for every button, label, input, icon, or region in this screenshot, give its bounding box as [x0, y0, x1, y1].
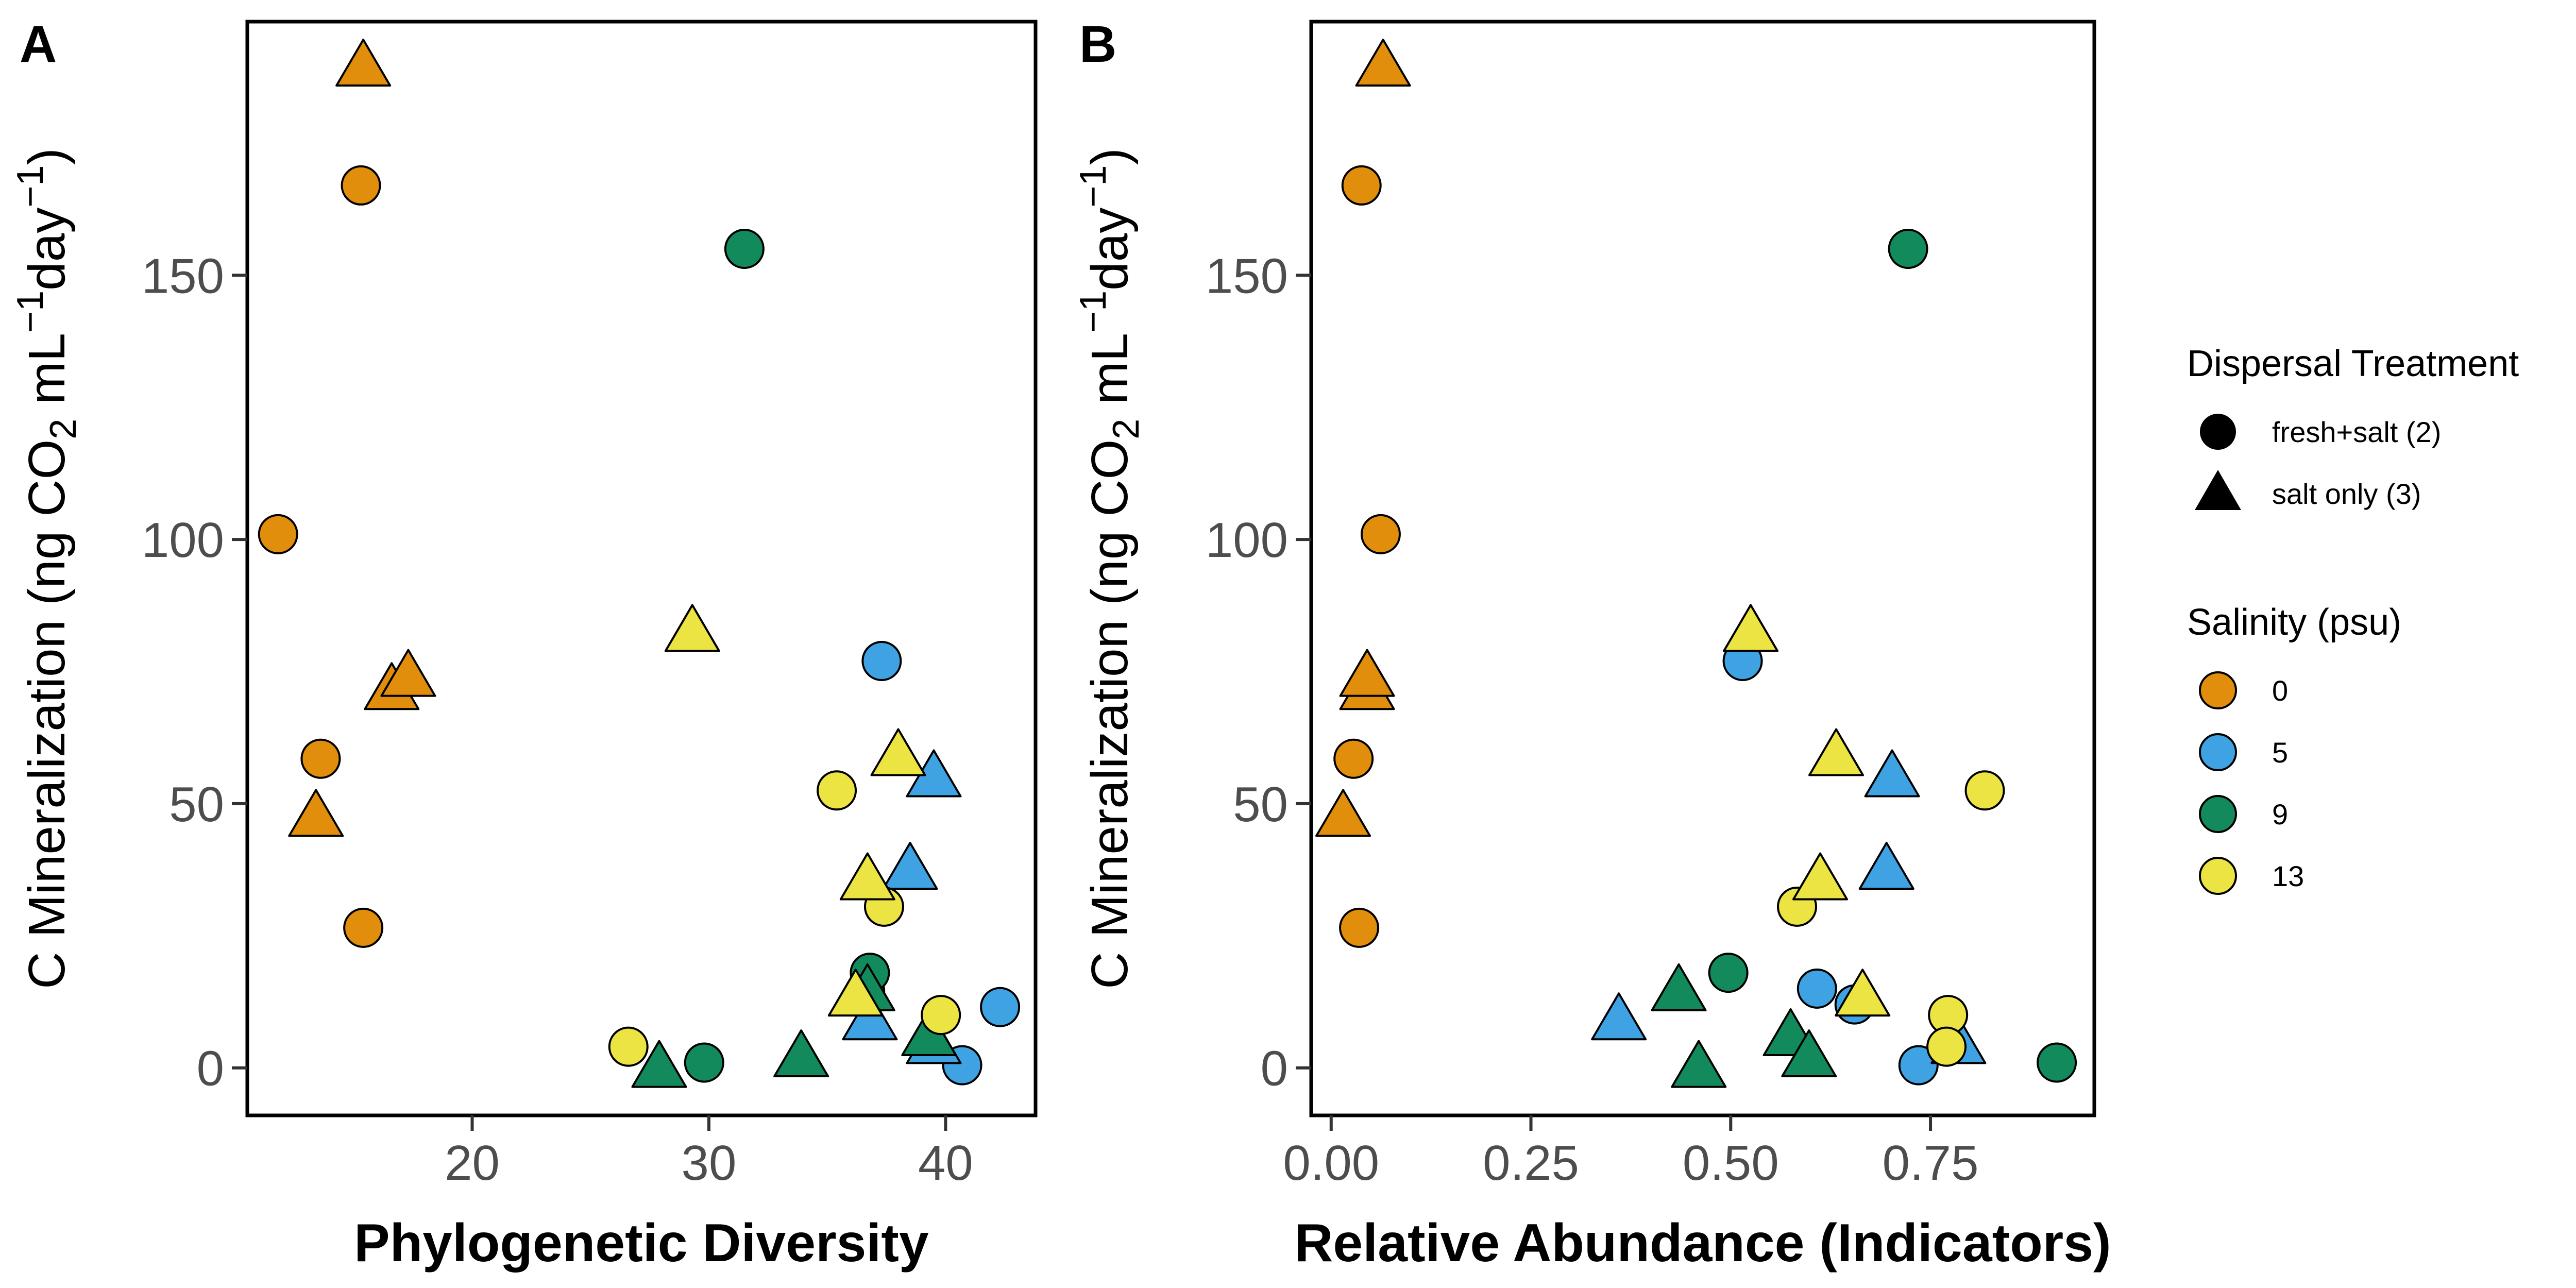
data-point-circle [1797, 968, 1837, 1009]
legend-swatch-salinity-5 [2199, 733, 2237, 771]
data-point-triangle [1723, 604, 1779, 652]
legend-shape-label-salt-only: salt only (3) [2272, 478, 2421, 510]
legend-swatch-salinity-9 [2199, 795, 2237, 833]
data-point-triangle [1864, 749, 1920, 798]
plot-frame-a [245, 20, 1038, 1117]
y-tick-label-a: 100 [142, 513, 224, 568]
data-point-circle [980, 987, 1021, 1027]
legend-label-salinity-5: 5 [2272, 736, 2288, 769]
data-point-circle [1360, 514, 1401, 554]
data-point-triangle [839, 852, 895, 901]
data-point-triangle [1671, 1040, 1727, 1088]
y-axis-title-a: C Mineralization (ng CO2 mL−1day−1) [10, 148, 84, 989]
y-tick-label-b: 0 [1261, 1041, 1288, 1096]
panel-letter-b: B [1079, 15, 1116, 73]
data-point-triangle [882, 841, 938, 890]
legend-triangle-marker [2195, 470, 2241, 510]
panel-b: B 0 50 100 150 0.00 0.25 0.50 0.75 Relative Abund… [1073, 15, 2111, 1273]
data-point-triangle [773, 1029, 829, 1078]
legend-circle-marker [2200, 414, 2236, 450]
data-point-triangle [1858, 841, 1914, 890]
data-point-circle [1341, 165, 1382, 206]
data-point-triangle [288, 789, 344, 837]
legend-label-salinity-0: 0 [2272, 674, 2288, 707]
legend-shape-title: Dispersal Treatment [2187, 343, 2519, 384]
data-point-circle [300, 738, 341, 779]
panel-a: A 0 50 100 150 20 30 40 Phylogenetic Diversity C … [10, 15, 1038, 1273]
legend-swatch-salinity-0 [2199, 671, 2237, 709]
data-point-circle [684, 1042, 724, 1083]
data-point-circle [817, 770, 857, 811]
data-point-circle [1333, 738, 1374, 779]
data-point-triangle [870, 728, 926, 776]
data-point-circle [1888, 229, 1928, 269]
y-tick-label-b: 50 [1233, 777, 1288, 832]
data-point-triangle [1835, 969, 1891, 1017]
data-point-circle [2037, 1042, 2077, 1083]
data-point-triangle [631, 1040, 687, 1088]
y-axis-title-b: C Mineralization (ng CO2 mL−1day−1) [1073, 148, 1147, 989]
y-tick-label-a: 150 [142, 248, 224, 303]
data-point-circle [1898, 1045, 1939, 1086]
y-tick-label-a: 50 [169, 777, 224, 832]
legend-label-salinity-9: 9 [2272, 798, 2288, 831]
data-point-circle [258, 514, 298, 554]
legend-color-title: Salinity (psu) [2187, 602, 2401, 643]
data-point-triangle [1315, 789, 1371, 837]
data-point-triangle [1808, 728, 1865, 776]
data-point-circle [861, 640, 902, 681]
x-tick-label-a: 40 [918, 1136, 973, 1191]
x-tick-label-b: 0.75 [1883, 1136, 1979, 1191]
data-point-triangle [1781, 1029, 1837, 1078]
x-tick-label-b: 0.00 [1283, 1136, 1379, 1191]
panel-letter-a: A [20, 15, 57, 73]
x-tick-label-b: 0.25 [1483, 1136, 1579, 1191]
x-axis-title-b: Relative Abundance (Indicators) [1294, 1213, 2111, 1273]
data-point-triangle [827, 969, 884, 1017]
data-point-triangle [1651, 963, 1707, 1011]
data-point-triangle [1591, 992, 1647, 1041]
data-point-circle [1964, 770, 2005, 811]
data-point-circle [608, 1026, 649, 1067]
data-point-circle [921, 995, 961, 1036]
legend-swatch-salinity-13 [2199, 857, 2237, 895]
data-point-circle [341, 165, 381, 206]
plot-frame-b [1309, 20, 2096, 1117]
data-point-circle [1926, 1026, 1967, 1067]
data-point-triangle [335, 39, 392, 87]
y-tick-label-b: 100 [1206, 513, 1288, 568]
data-point-triangle [664, 604, 720, 652]
data-point-triangle [1792, 852, 1848, 901]
legend-shape-label-fresh-salt: fresh+salt (2) [2272, 416, 2441, 448]
x-tick-label-a: 30 [682, 1136, 737, 1191]
legend-label-salinity-13: 13 [2272, 860, 2304, 892]
data-point-triangle [1339, 649, 1395, 697]
data-point-triangle [1355, 39, 1411, 87]
data-point-circle [343, 907, 384, 948]
data-point-triangle [380, 649, 436, 697]
x-tick-label-a: 20 [445, 1136, 500, 1191]
data-point-circle [1339, 907, 1380, 948]
x-tick-label-b: 0.50 [1683, 1136, 1779, 1191]
data-point-circle [724, 229, 765, 269]
y-tick-label-b: 150 [1206, 248, 1288, 303]
y-tick-label-a: 0 [197, 1041, 224, 1096]
legend: Dispersal Treatment fresh+salt (2) salt … [2187, 343, 2519, 895]
data-point-circle [1708, 953, 1749, 993]
x-axis-title-a: Phylogenetic Diversity [354, 1213, 929, 1273]
